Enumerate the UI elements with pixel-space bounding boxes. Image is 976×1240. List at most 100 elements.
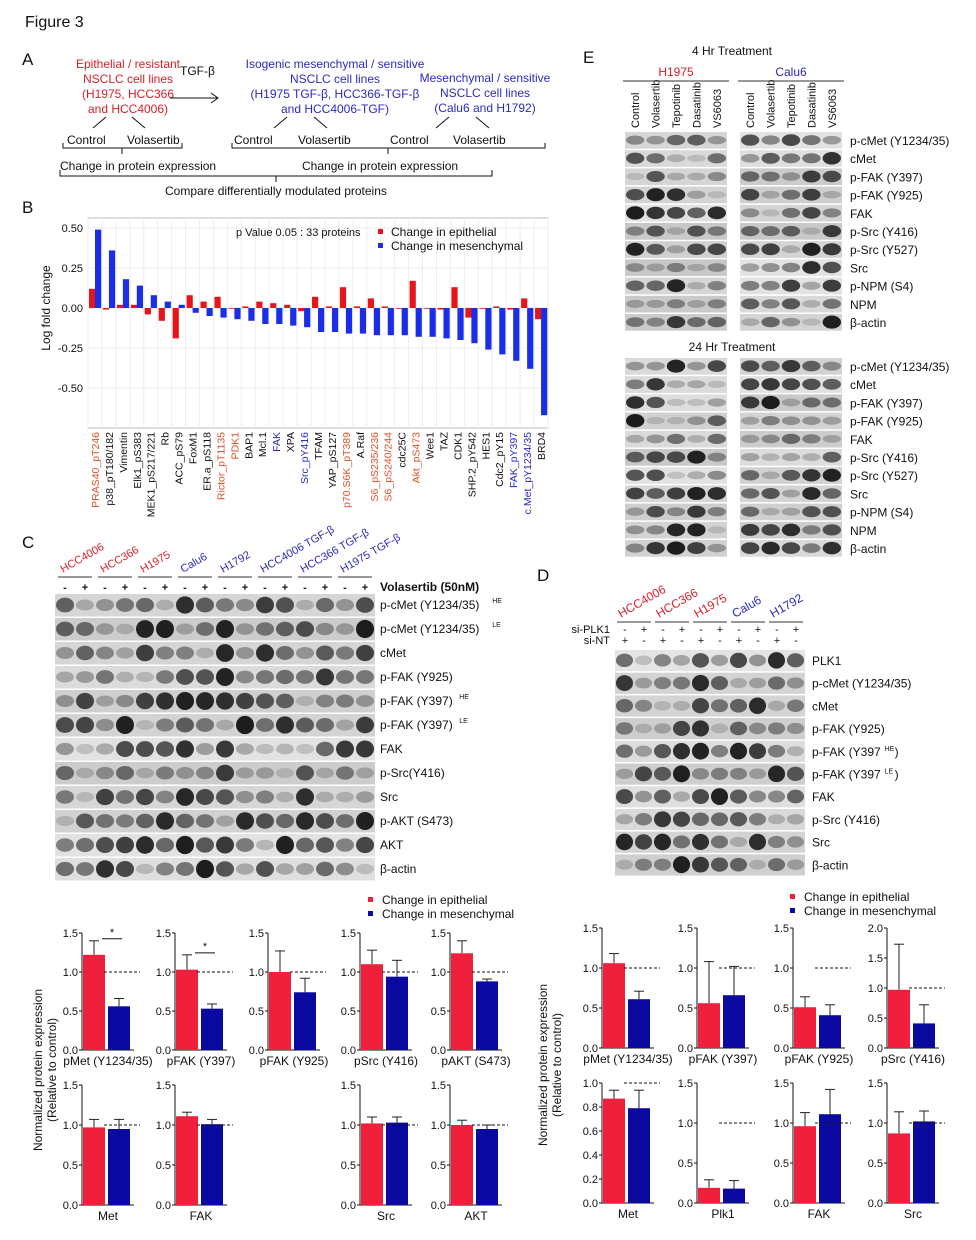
isogenic-lines-box: Isogenic mesenchymal / sensitive NSCLC c… [225,57,445,117]
blot-band [196,766,214,780]
blot-band [707,263,726,272]
blot-band [666,245,686,254]
x-tick-label: Rictor_pT1135 [215,432,227,500]
blot-band [136,620,154,638]
blot-band [822,315,841,329]
blot-row [615,672,805,694]
blot-band [96,598,114,612]
blot-band [626,361,645,371]
blot-band [216,740,234,758]
x-tick-label: XPA [285,432,297,452]
x-axis-label: pMet (Y1234/35) [583,1052,672,1066]
blot-row-label: p-FAK (Y925) [812,722,885,736]
bar-epithelial [83,1127,105,1205]
blot-band [216,644,234,662]
condition-sign: + [774,635,780,647]
blot-band [296,788,314,806]
blot-band [748,768,767,780]
bar-mesenchymal [164,301,171,308]
x-tick-label: Mcl.1 [257,432,269,457]
blot-row [55,618,375,641]
blot-band [626,152,645,164]
blot-band [748,833,767,851]
y-tick-label: 1.0 [156,1120,171,1132]
blot-band [822,488,841,499]
blot-band [672,765,691,783]
blot-band [729,678,748,689]
panel-letter-a: A [22,50,34,69]
y-tick-label: 0.5 [678,1003,693,1015]
blot-row-label: NPM [850,524,877,538]
blot-band [707,470,726,480]
blot-band [276,693,294,709]
volasertib-label-3: Volasertib [453,133,506,147]
y-tick-label: 1.5 [678,1078,693,1090]
blot-band [767,835,786,848]
arrow-icon [92,116,107,129]
y-tick-label: 1.5 [156,928,171,940]
blot-row-label: p-cMet (Y1234/35) [812,677,911,691]
bar-mesenchymal [276,308,283,324]
panel-letter-c: C [22,533,35,552]
y-tick-label: 0.0 [868,1043,883,1055]
blot-band [236,838,254,852]
blot-band [666,172,686,181]
x-axis-label: AKT [464,1209,488,1223]
bar-mesenchymal [499,308,506,355]
blot-band [761,316,780,328]
blot-band [296,837,314,853]
superscript: LE [885,769,894,776]
blot-band [176,740,194,758]
blot-band [672,835,691,849]
blot-band [691,742,710,760]
blot-band [687,361,706,371]
blot-band [356,863,374,875]
chart-c9: 0.0 0.5 1.0 1.5 AKT [431,1080,508,1223]
bar-mesenchymal [628,999,650,1048]
blot-row-label: p-NPM (S4) [850,280,913,294]
legend-label-mesenchymal: Change in mesenchymal [391,239,523,253]
blot-band [822,243,841,256]
bar-mesenchymal [290,308,297,326]
blot-band [646,243,665,255]
x-tick-label: Cdc2_pY15 [494,432,506,487]
blot-band [256,790,274,804]
y-tick-label: 1.5 [678,923,693,935]
bar-mesenchymal [192,308,199,313]
legend-label-mesenchymal: Change in mesenchymal [382,907,514,921]
blot-band [687,505,706,518]
blot-band [256,596,274,614]
x-tick-label: FoxM1 [188,432,200,464]
blot-band [626,172,645,181]
lane-sign: + [122,582,128,594]
arrow-icon [435,116,450,129]
blot-band [196,622,214,636]
blot-band [822,451,841,463]
bar-epithelial [367,298,374,308]
blot-row-label: p-FAK (Y397) [850,170,923,184]
mesenchymal-lines-box: Mesenchymal / sensitive NSCLC cell lines… [405,71,565,116]
blot-band [687,299,706,308]
bar-epithelial [242,306,249,308]
blot-band [626,507,645,516]
blot-band [136,741,154,757]
y-tick-label: 1.5 [774,923,789,935]
blot-band [687,542,706,555]
blot-band [626,280,645,291]
blot-band [653,700,672,711]
blot-band [761,299,780,309]
blot-row-label: p-Src (Y416) [850,225,918,239]
blot-band [626,451,645,463]
y-tick-label: 0.5 [583,1003,598,1015]
blot-band [781,262,801,273]
y-tick-label: 0.5 [156,1006,171,1018]
blot-row [55,786,375,809]
cell-line-label: H1975 [658,65,694,79]
bar-epithelial [172,308,179,339]
tgf-arrowhead [210,92,219,104]
bar-mesenchymal [345,308,353,334]
y-tick-label: 0.5 [868,1013,883,1025]
blot-band [626,206,645,220]
blot-band [136,644,154,662]
epithelial-line-3: (H1975, HCC366 [81,87,175,101]
